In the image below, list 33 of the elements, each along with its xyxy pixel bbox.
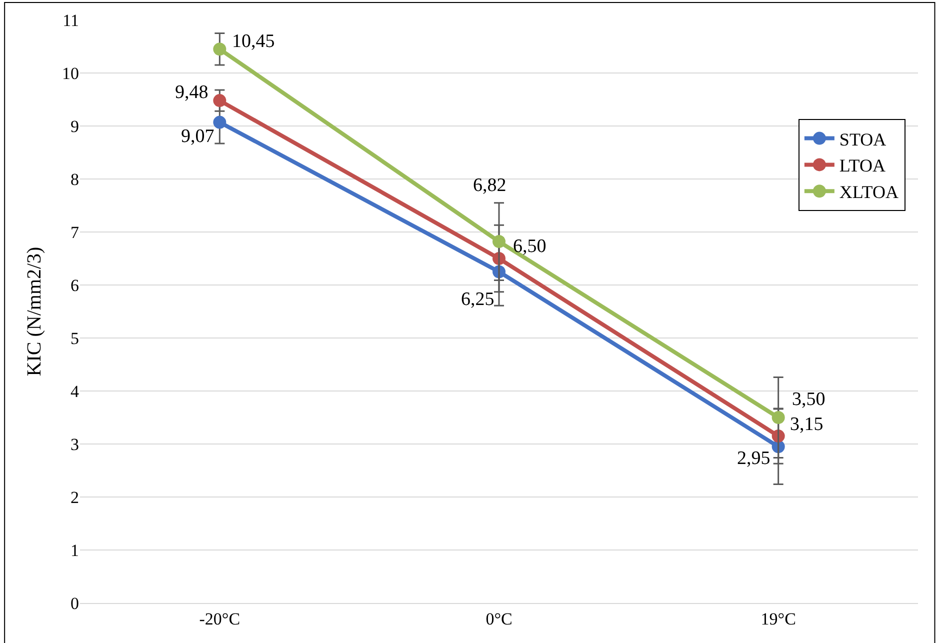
legend-label: STOA (839, 129, 886, 150)
y-tick-label: 10 (62, 64, 79, 83)
data-label: 6,25 (461, 289, 494, 310)
x-tick-label: -20°C (199, 609, 240, 628)
data-label: 10,45 (232, 31, 275, 52)
point (492, 235, 506, 248)
y-tick-label: 7 (70, 222, 80, 242)
y-tick-label: 5 (70, 328, 79, 348)
x-tick-label: 19°C (760, 609, 796, 628)
point (213, 116, 226, 129)
legend-label: LTOA (839, 156, 886, 176)
legend-label: XLTOA (839, 182, 898, 202)
data-label: 6,82 (473, 175, 506, 196)
data-label: 6,50 (513, 236, 546, 257)
point (772, 411, 785, 424)
y-tick-label: 0 (70, 594, 79, 613)
y-tick-label: 2 (70, 488, 79, 507)
y-tick-label: 1 (70, 540, 79, 560)
data-label: 9,07 (181, 126, 214, 147)
data-label: 3,50 (792, 389, 826, 410)
point (213, 94, 226, 108)
data-label: 9,48 (175, 82, 208, 103)
x-tick-label: 0°C (486, 609, 512, 628)
y-axis-title: KIC (N/mm2/3) (24, 246, 46, 376)
point (213, 42, 226, 56)
data-label: 3,15 (790, 414, 824, 435)
data-label: 2,95 (737, 448, 770, 469)
y-tick-label: 4 (70, 382, 80, 401)
y-tick-label: 6 (70, 276, 79, 295)
y-tick-label: 9 (70, 116, 79, 136)
y-tick-label: 11 (62, 10, 79, 30)
y-tick-label: 8 (70, 170, 79, 189)
y-tick-label: 3 (70, 434, 79, 454)
